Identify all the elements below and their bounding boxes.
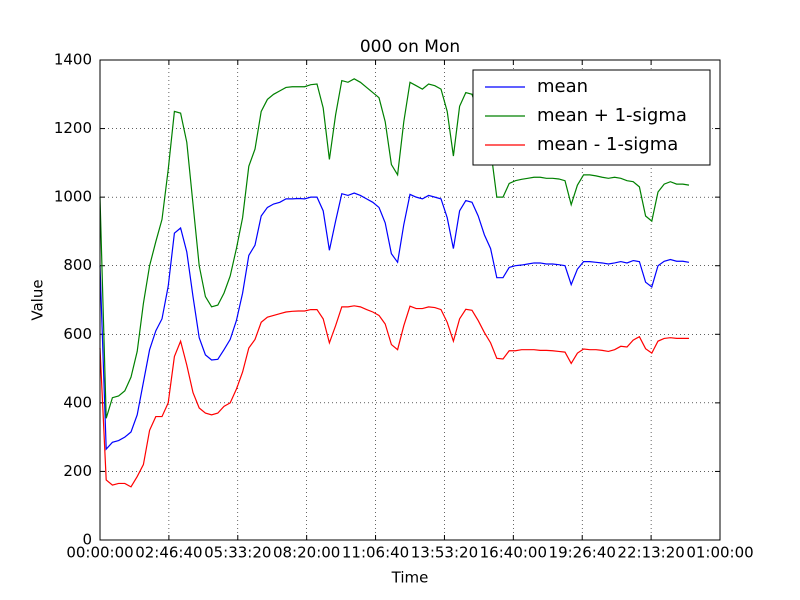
- x-tick-label: 02:46:40: [135, 544, 202, 562]
- y-tick-label: 600: [63, 325, 92, 343]
- series-line: [99, 192, 690, 451]
- y-tick-label: 800: [63, 256, 92, 274]
- series-line: [99, 78, 690, 419]
- y-tick-label: 0: [82, 531, 92, 549]
- x-tick-label: 08:20:00: [273, 544, 340, 562]
- x-tick-label: 19:26:40: [549, 544, 616, 562]
- legend-label: mean: [537, 76, 588, 97]
- y-tick-label: 400: [63, 393, 92, 411]
- x-tick-label: 11:06:40: [342, 544, 409, 562]
- series-line: [99, 305, 689, 488]
- x-tick-label: 00:00:00: [66, 544, 133, 562]
- y-tick-label: 1400: [54, 51, 92, 69]
- legend-box: [472, 69, 711, 166]
- x-axis-label: Time: [391, 569, 429, 587]
- y-tick-label: 1000: [54, 188, 92, 206]
- x-tick-label: 05:33:20: [204, 544, 271, 562]
- y-tick-label: 1200: [54, 119, 92, 137]
- y-axis-label: Value: [29, 279, 47, 320]
- y-tick-label: 200: [63, 462, 92, 480]
- x-tick-label: 16:40:00: [480, 544, 547, 562]
- legend-label: mean + 1-sigma: [537, 105, 687, 126]
- legend-label: mean - 1-sigma: [537, 134, 678, 155]
- chart-title: 000 on Mon: [360, 37, 460, 57]
- x-tick-label: 22:13:20: [617, 544, 684, 562]
- x-tick-label: 13:53:20: [411, 544, 478, 562]
- plot-frame: [99, 59, 721, 541]
- x-tick-label: 01:00:00: [686, 544, 753, 562]
